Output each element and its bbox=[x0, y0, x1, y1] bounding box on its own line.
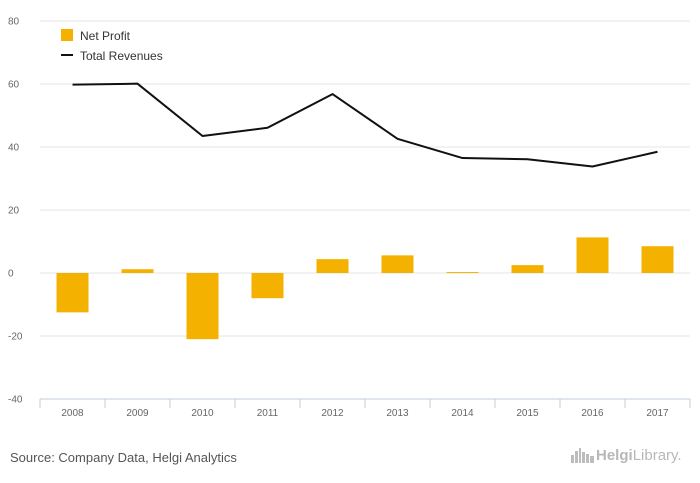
net-profit-bar bbox=[121, 269, 154, 273]
net-profit-bar bbox=[316, 259, 349, 273]
x-tick-label: 2017 bbox=[646, 408, 669, 419]
total-revenues-line bbox=[72, 82, 658, 168]
chart: 80 60 40 20 0 -20 -40 2008 2009 2010 2011 2012 2013… bbox=[8, 17, 691, 419]
y-tick-label: 0 bbox=[8, 269, 14, 280]
y-tick-label: 20 bbox=[8, 206, 20, 217]
net-profit-bar bbox=[641, 246, 674, 273]
source-note: Source: Company Data, Helgi Analytics bbox=[10, 450, 237, 465]
y-tick-label: 40 bbox=[8, 143, 20, 154]
legend: Net Profit Total Revenues bbox=[61, 29, 163, 63]
brand-logo: Helgi Library. bbox=[570, 446, 682, 464]
legend-swatch-net-profit bbox=[61, 29, 73, 41]
net-profit-bar bbox=[576, 237, 609, 273]
brand-suffix: Library. bbox=[632, 446, 682, 464]
brand-name: Helgi bbox=[596, 446, 633, 464]
y-tick-label: 80 bbox=[8, 17, 20, 28]
y-tick-label: 60 bbox=[8, 80, 20, 91]
x-tick-label: 2009 bbox=[126, 408, 149, 419]
grid-lines bbox=[40, 20, 690, 337]
net-profit-bar bbox=[381, 255, 414, 273]
y-tick-label: -40 bbox=[8, 395, 23, 406]
y-axis: 80 60 40 20 0 -20 -40 bbox=[8, 17, 23, 406]
x-axis: 2008 2009 2010 2011 2012 2013 2014 2015 2016 2017 bbox=[39, 398, 691, 419]
legend-label-total-revenues: Total Revenues bbox=[80, 49, 163, 63]
net-profit-bars bbox=[56, 237, 674, 340]
net-profit-bar bbox=[251, 273, 284, 299]
net-profit-bar bbox=[56, 273, 89, 313]
legend-label-net-profit: Net Profit bbox=[80, 29, 131, 43]
net-profit-bar bbox=[446, 272, 479, 274]
x-tick-label: 2013 bbox=[386, 408, 409, 419]
skyline-logo-icon bbox=[571, 448, 594, 463]
net-profit-bar bbox=[186, 273, 219, 340]
total-revenues-line-group bbox=[72, 82, 658, 168]
net-profit-bar bbox=[511, 265, 544, 273]
y-tick-label: -20 bbox=[8, 332, 23, 343]
x-tick-label: 2014 bbox=[451, 408, 474, 419]
x-tick-label: 2011 bbox=[257, 408, 279, 419]
x-tick-label: 2015 bbox=[516, 408, 539, 419]
x-tick-label: 2012 bbox=[321, 408, 344, 419]
x-tick-label: 2016 bbox=[581, 408, 604, 419]
x-tick-label: 2010 bbox=[191, 408, 214, 419]
x-tick-label: 2008 bbox=[61, 408, 84, 419]
